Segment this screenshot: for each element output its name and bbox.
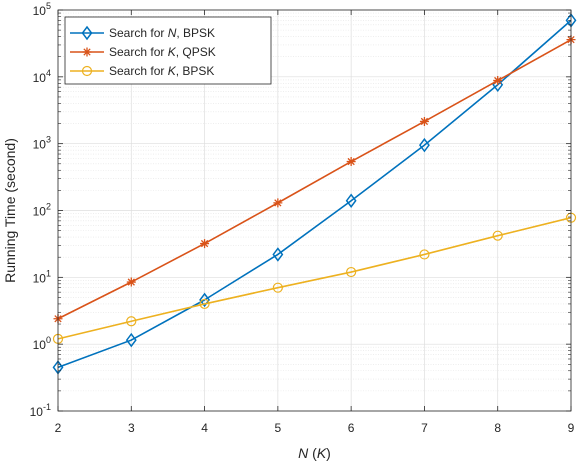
data-point [346, 157, 356, 167]
legend-label: Search for N, BPSK [109, 26, 215, 40]
x-tick-label: 8 [494, 421, 501, 435]
legend-label: Search for K, QPSK [109, 45, 216, 59]
data-point [346, 266, 357, 278]
legend-swatch-marker [82, 47, 92, 57]
data-point [199, 298, 210, 310]
y-tick-label: 101 [33, 268, 51, 285]
legend-label: Search for K, BPSK [109, 64, 214, 78]
y-axis-title: Running Time (second) [2, 138, 18, 283]
minor-grid [58, 12, 571, 392]
y-tick-label: 105 [33, 1, 51, 18]
y-tick-labels: 10-1 100 101 102 103 104 105 [30, 1, 51, 419]
x-tick-label: 3 [128, 421, 135, 435]
y-tick-label: 103 [33, 135, 51, 152]
x-tick-labels: 2 3 4 5 6 7 8 9 [55, 421, 575, 435]
legend-swatch-marker [81, 65, 93, 77]
series-line [57, 19, 572, 369]
data-point [272, 247, 284, 262]
data-point [126, 316, 137, 327]
legend-swatch-marker [81, 25, 93, 41]
data-point [199, 292, 211, 308]
data-point [345, 193, 357, 208]
y-tick-label: 10-1 [30, 402, 51, 419]
x-tick-label: 6 [348, 421, 355, 435]
y-tick-label: 100 [33, 335, 51, 352]
data-point [493, 76, 503, 86]
data-point [419, 249, 430, 260]
data-point [126, 277, 136, 287]
series-line [57, 38, 572, 320]
y-tick-label: 104 [33, 68, 51, 85]
data-point [492, 230, 503, 241]
data-point [273, 198, 283, 208]
x-tick-label: 5 [275, 421, 282, 435]
x-axis-title: N (K) [298, 445, 331, 461]
data-point [419, 116, 429, 126]
x-tick-label: 4 [201, 421, 208, 435]
y-tick-label: 102 [33, 202, 51, 219]
legend: Search for N, BPSK Search for K, QPSK Sear… [64, 16, 272, 85]
axis-ticks [57, 9, 572, 412]
x-tick-label: 9 [568, 421, 575, 435]
data-point [200, 239, 210, 249]
series-line [57, 216, 572, 340]
data-point [272, 282, 283, 293]
legend-box [64, 16, 272, 85]
x-tick-label: 7 [421, 421, 428, 435]
data-point [418, 137, 430, 153]
data-point [125, 332, 137, 348]
x-tick-label: 2 [55, 421, 62, 435]
